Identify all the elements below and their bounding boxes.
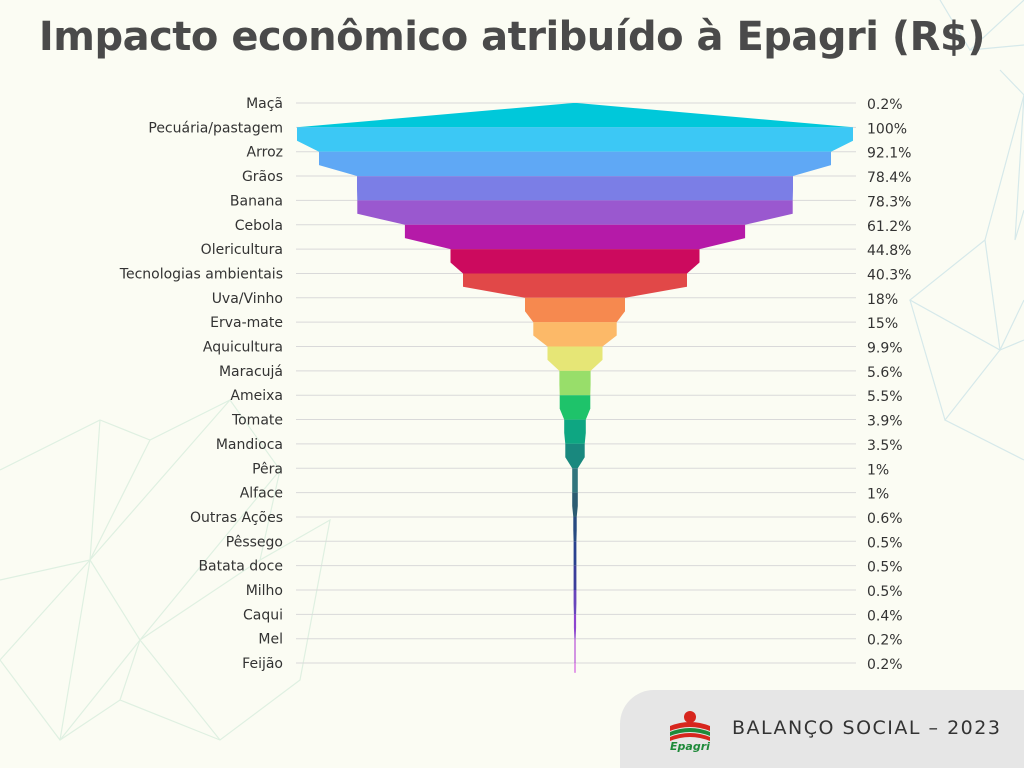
funnel-band: [573, 565, 577, 590]
value-label: 0.2%: [867, 97, 903, 113]
category-label: Erva-mate: [210, 315, 283, 331]
value-label: 0.5%: [867, 584, 903, 600]
funnel-band: [573, 517, 577, 542]
category-label: Milho: [246, 583, 283, 599]
funnel-band: [547, 346, 603, 371]
value-label: 9.9%: [867, 341, 903, 357]
logo-text: Epagri: [670, 740, 710, 753]
value-label: 0.2%: [867, 657, 903, 673]
funnel-band: [450, 249, 700, 274]
value-label: 5.6%: [867, 365, 903, 381]
funnel-bands: [297, 103, 853, 673]
category-label: Pecuária/pastagem: [148, 120, 283, 136]
funnel-band: [572, 468, 578, 493]
category-label: Caqui: [243, 607, 283, 623]
value-label: 92.1%: [867, 146, 911, 162]
funnel-band: [559, 395, 591, 420]
value-label: 3.5%: [867, 438, 903, 454]
funnel-band: [357, 176, 793, 201]
funnel-band: [574, 638, 576, 664]
category-label: Tomate: [231, 413, 283, 429]
value-label: 40.3%: [867, 267, 911, 283]
value-label: 3.9%: [867, 414, 903, 430]
category-label: Alface: [240, 486, 283, 502]
funnel-band: [319, 151, 831, 176]
category-label: Maracujá: [219, 364, 283, 380]
value-label: 78.4%: [867, 170, 911, 186]
category-label: Aquicultura: [203, 340, 283, 356]
page-title: Impacto econômico atribuído à Epagri (R$…: [38, 14, 986, 60]
category-label: Pêssego: [226, 534, 283, 550]
value-labels: 0.2% 100% 92.1% 78.4% 78.3% 61.2% 44.8% 40.3% 18…: [867, 97, 911, 673]
value-label: 1%: [867, 462, 889, 478]
value-label: 1%: [867, 487, 889, 503]
funnel-band: [574, 663, 576, 673]
category-label: Olericultura: [201, 242, 283, 258]
funnel-band: [564, 419, 586, 444]
funnel-band: [559, 370, 591, 396]
funnel-band: [525, 297, 625, 323]
category-label: Ameixa: [230, 388, 283, 404]
value-label: 0.6%: [867, 511, 903, 527]
funnel-band: [565, 443, 585, 469]
funnel-band: [297, 127, 853, 152]
funnel-band: [573, 614, 577, 639]
funnel-band: [463, 273, 687, 298]
category-label: Banana: [230, 193, 283, 209]
footer-banner: Epagri BALANÇO SOCIAL – 2023: [620, 690, 1024, 768]
footer-text: BALANÇO SOCIAL – 2023: [732, 717, 1002, 739]
category-label: Arroz: [247, 145, 283, 161]
value-label: 61.2%: [867, 219, 911, 235]
category-label: Mandioca: [216, 437, 283, 453]
funnel-band: [573, 541, 577, 566]
funnel-band: [533, 322, 617, 347]
value-label: 15%: [867, 316, 898, 332]
value-label: 18%: [867, 292, 898, 308]
category-label: Outras Ações: [190, 510, 283, 526]
value-label: 0.5%: [867, 535, 903, 551]
value-label: 0.2%: [867, 633, 903, 649]
category-label: Cebola: [235, 218, 283, 234]
value-label: 0.5%: [867, 560, 903, 576]
category-label: Grãos: [242, 169, 283, 185]
funnel-band: [297, 103, 853, 128]
category-label: Mel: [258, 632, 283, 648]
category-label: Pêra: [252, 461, 283, 477]
funnel-chart: Maçã Pecuária/pastagem Arroz Grãos Banana Ceb…: [119, 96, 912, 673]
value-label: 5.5%: [867, 389, 903, 405]
value-label: 44.8%: [867, 243, 911, 259]
epagri-logo-icon: [670, 711, 710, 741]
category-label: Maçã: [246, 96, 283, 112]
category-label: Feijão: [242, 656, 283, 672]
value-label: 78.3%: [867, 194, 911, 210]
category-label: Batata doce: [198, 559, 283, 575]
funnel-band: [572, 492, 578, 517]
funnel-band: [357, 200, 793, 225]
funnel-band: [573, 590, 577, 615]
value-label: 100%: [867, 121, 907, 137]
category-label: Uva/Vinho: [212, 291, 283, 307]
category-labels: Maçã Pecuária/pastagem Arroz Grãos Banana Ceb…: [119, 96, 283, 672]
category-label: Tecnologias ambientais: [119, 266, 283, 282]
value-label: 0.4%: [867, 608, 903, 624]
funnel-band: [404, 224, 746, 250]
